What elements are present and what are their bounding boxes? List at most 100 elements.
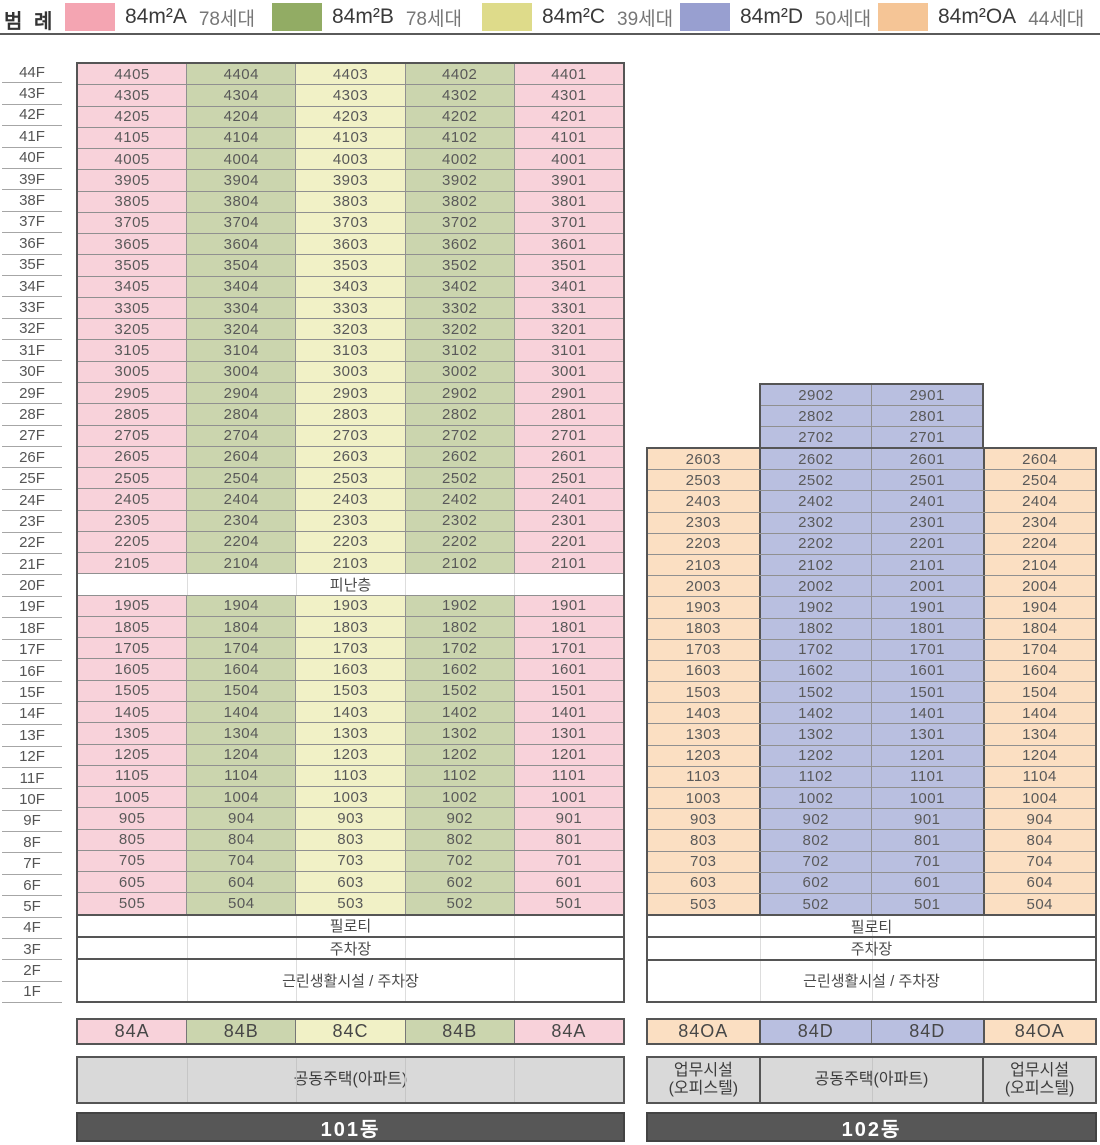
b101-title-bar: 101동 [76, 1112, 625, 1142]
unit-cell: 1104 [186, 765, 296, 787]
building-102-grid: 2902 2901 2802 2801 2702 2701 2603 2602 2601 2604… [646, 62, 1097, 1003]
unit-cell: 3905 [78, 170, 187, 191]
unit-cell: 603 [648, 872, 759, 893]
unit-cell: 1101 [871, 766, 983, 787]
unit-cell: 901 [871, 809, 983, 830]
floor-label: 11F [2, 768, 62, 790]
unit-cell: 1502 [758, 682, 871, 703]
unit-row floor-23F: 2305 2304 2303 2302 2301 [78, 509, 624, 531]
column-separator [296, 937, 297, 959]
unit-row floor-10F: 1005 1004 1003 1002 1001 [78, 786, 624, 808]
unit-cell: 1205 [78, 744, 187, 765]
unit-cell: 4102 [404, 127, 514, 149]
column-separator [871, 1058, 873, 1102]
unit-cell: 3005 [78, 361, 187, 382]
floor-label: 7F [2, 853, 62, 875]
unit-cell: 3404 [186, 276, 296, 297]
unit-cell: 2702 [760, 427, 871, 447]
floor-label: 38F [2, 190, 62, 212]
column-separator [187, 960, 188, 1001]
unit-cell: 2902 [760, 385, 871, 405]
unit-cell: 3802 [404, 191, 514, 212]
unit-cell: 2102 [404, 553, 514, 574]
unit-cell: 2402 [404, 489, 514, 510]
b102-unit-types: 84OA 84D 84D 84OA [646, 1018, 1097, 1045]
unit-cell: 3401 [513, 276, 624, 297]
floor-label: 44F [2, 62, 62, 84]
unit-row floor-28F: 2805 2804 2803 2802 2801 [78, 403, 624, 425]
unit-cell: 1604 [982, 660, 1095, 682]
legend-count-label: 44세대 [1028, 8, 1085, 30]
floor-label: 28F [2, 404, 62, 426]
unit-cell: 3302 [404, 297, 514, 319]
unit-cell: 2504 [982, 470, 1095, 491]
unit-cell: 1001 [513, 787, 624, 808]
unit-row floor-25F: 2505 2504 2503 2502 2501 [78, 467, 624, 489]
unit-row floor-20F: 2003 2002 2001 2004 [648, 575, 1095, 597]
unit-cell: 1304 [982, 724, 1095, 745]
unit-row floor-29F: 2905 2904 2903 2902 2901 [78, 381, 624, 404]
floor-label: 36F [2, 233, 62, 255]
unit-cell: 603 [295, 872, 405, 893]
column-separator [296, 915, 297, 936]
unit-row floor-41F: 4105 4104 4103 4102 4101 [78, 126, 624, 149]
unit-cell: 1804 [186, 616, 296, 638]
unit-cell: 1603 [648, 660, 759, 682]
floor-axis: 44F 43F 42F 41F 40F 39F 38F 37F 36F 35F 34F 33F 32F 3… [2, 62, 62, 1004]
floor-label: 16F [2, 661, 62, 683]
unit-cell: 2203 [648, 533, 759, 554]
unit-row floor-18F: 1803 1802 1801 1804 [648, 617, 1095, 639]
unit-cell: 1505 [78, 680, 187, 701]
unit-cell: 1404 [186, 701, 296, 723]
unit-row floor-6F: 603 602 601 604 [648, 871, 1095, 893]
unit-cell: 2602 [404, 446, 514, 468]
column-separator [983, 938, 985, 959]
floor-label: 19F [2, 597, 62, 619]
unit-row floor-11F: 1103 1102 1101 1104 [648, 765, 1095, 787]
legend-type-label: 84m²B [332, 5, 394, 28]
unit-cell: 3001 [513, 361, 624, 382]
unit-cell: 2104 [186, 553, 296, 574]
unit-cell: 1503 [295, 680, 405, 701]
unit-cell: 1403 [295, 701, 405, 723]
unit-cell: 2203 [295, 531, 405, 553]
unit-cell: 4003 [295, 149, 405, 170]
unit-row floor-31F: 3105 3104 3103 3102 3101 [78, 339, 624, 361]
unit-cell: 905 [78, 808, 187, 829]
span-row-label: 피난층 [329, 577, 372, 595]
unit-row floor-7F: 703 702 701 704 [648, 850, 1095, 872]
unit-cell: 2601 [871, 449, 983, 470]
unit-cell: 604 [982, 872, 1095, 893]
unit-cell: 1203 [648, 745, 759, 766]
legend-swatch-D [680, 3, 730, 31]
unit-type-cell: 84D [871, 1020, 983, 1043]
b101-usage-bar: 공동주택(아파트) [76, 1056, 625, 1104]
column-separator [514, 937, 515, 959]
unit-cell: 2302 [758, 512, 871, 533]
legend-type-label: 84m²D [740, 5, 804, 28]
unit-cell: 2702 [404, 425, 514, 446]
floor-label: 22F [2, 533, 62, 554]
column-separator [187, 937, 188, 959]
unit-type-cell: 84OA [648, 1020, 759, 1043]
unit-cell: 2305 [78, 510, 187, 531]
unit-cell: 1705 [78, 638, 187, 659]
unit-cell: 1601 [871, 660, 983, 682]
unit-cell: 4005 [78, 149, 187, 170]
unit-row floor-34F: 3405 3404 3403 3402 3401 [78, 275, 624, 297]
floor-label: 8F [2, 832, 62, 854]
unit-row floor-13F: 1305 1304 1303 1302 1301 [78, 722, 624, 744]
unit-cell: 2304 [982, 512, 1095, 533]
unit-cell: 2801 [513, 404, 624, 425]
unit-cell: 3704 [186, 212, 296, 234]
piloti-row: 필로티 [78, 913, 623, 936]
unit-cell: 1303 [295, 723, 405, 744]
unit-cell: 3803 [295, 191, 405, 212]
unit-cell: 2805 [78, 404, 187, 425]
unit-cell: 2404 [982, 491, 1095, 512]
unit-cell: 2103 [295, 553, 405, 574]
column-separator [759, 938, 761, 959]
legend-item-C: 84m²C 39세대 [482, 2, 673, 32]
legend-title: 범 례 [4, 11, 56, 33]
unit-cell: 1202 [404, 744, 514, 765]
